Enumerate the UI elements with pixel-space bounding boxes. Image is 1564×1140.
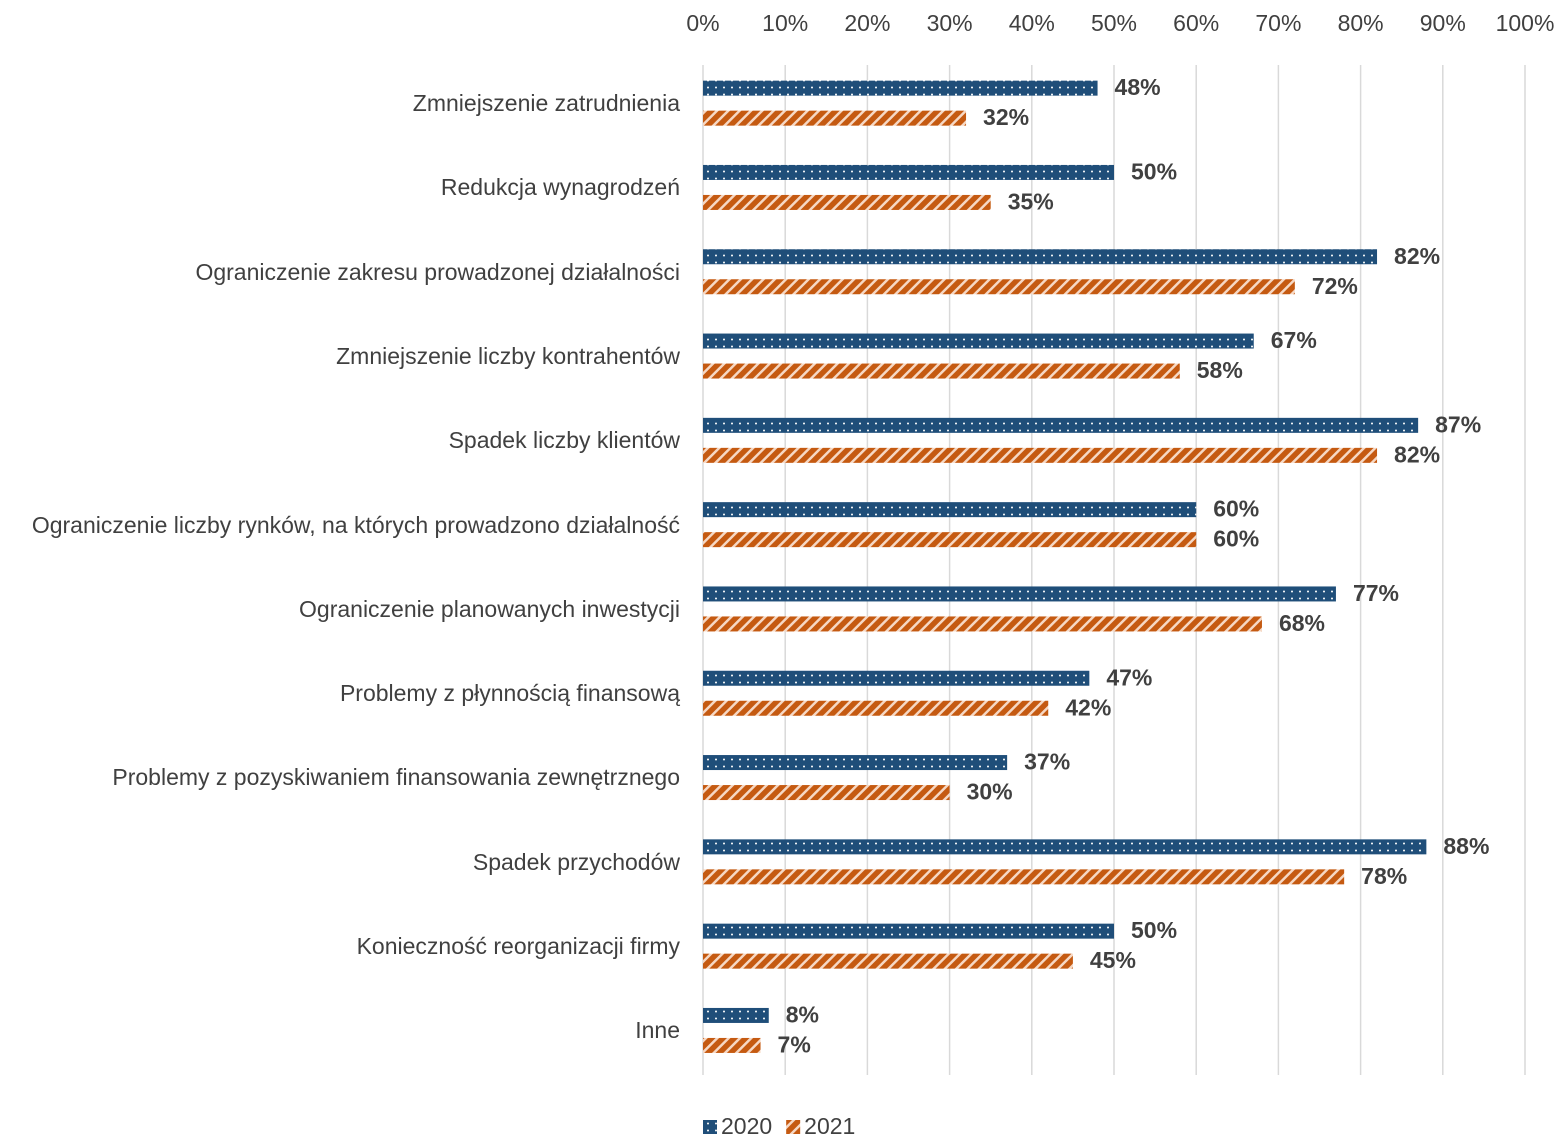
category-label: Problemy z pozyskiwaniem finansowania ze… bbox=[112, 764, 680, 791]
x-tick-label: 60% bbox=[1173, 10, 1219, 36]
category-label: Problemy z płynnością finansową bbox=[339, 680, 680, 707]
bar bbox=[703, 670, 1090, 686]
data-label: 60% bbox=[1213, 496, 1259, 522]
legend-label: 2020 bbox=[721, 1113, 772, 1139]
data-label: 30% bbox=[967, 779, 1013, 805]
bar bbox=[703, 194, 991, 210]
data-label: 58% bbox=[1197, 357, 1243, 383]
bar bbox=[703, 953, 1073, 969]
bar bbox=[703, 447, 1378, 463]
legend-label: 2021 bbox=[804, 1113, 855, 1139]
category-label: Zmniejszenie liczby kontrahentów bbox=[336, 342, 680, 369]
x-tick-label: 0% bbox=[686, 10, 719, 36]
bar bbox=[703, 532, 1197, 548]
bar bbox=[703, 869, 1345, 885]
data-label: 7% bbox=[778, 1032, 811, 1058]
bar bbox=[703, 839, 1427, 855]
category-label: Ograniczenie zakresu prowadzonej działal… bbox=[195, 258, 680, 285]
category-label: Zmniejszenie zatrudnienia bbox=[412, 90, 680, 116]
bar bbox=[703, 586, 1336, 602]
category-label: Ograniczenie liczby rynków, na których p… bbox=[31, 511, 680, 538]
data-label: 50% bbox=[1131, 159, 1177, 185]
data-label: 78% bbox=[1361, 863, 1407, 889]
legend-marker bbox=[703, 1120, 717, 1134]
bar bbox=[703, 279, 1295, 295]
data-label: 8% bbox=[786, 1002, 819, 1028]
bar bbox=[703, 785, 950, 801]
category-label: Ograniczenie planowanych inwestycji bbox=[299, 595, 680, 622]
bar bbox=[703, 110, 967, 126]
data-label: 82% bbox=[1394, 243, 1440, 269]
data-label: 60% bbox=[1213, 526, 1259, 552]
data-label: 68% bbox=[1279, 610, 1325, 636]
data-label: 77% bbox=[1353, 580, 1399, 606]
bar bbox=[703, 700, 1049, 716]
bar bbox=[703, 1037, 761, 1053]
bar bbox=[703, 363, 1180, 379]
category-label: Redukcja wynagrodzeń bbox=[440, 174, 680, 201]
bar bbox=[703, 417, 1419, 433]
data-label: 67% bbox=[1271, 327, 1317, 353]
x-tick-label: 40% bbox=[1009, 10, 1055, 36]
x-tick-label: 50% bbox=[1091, 10, 1137, 36]
bar bbox=[703, 249, 1378, 265]
data-label: 87% bbox=[1435, 411, 1481, 437]
bar bbox=[703, 80, 1098, 96]
bar bbox=[703, 1007, 769, 1023]
data-label: 35% bbox=[1008, 189, 1054, 215]
data-label: 32% bbox=[983, 104, 1029, 130]
x-tick-label: 30% bbox=[927, 10, 973, 36]
bar bbox=[703, 164, 1114, 180]
legend-marker bbox=[786, 1120, 801, 1134]
data-label: 72% bbox=[1312, 273, 1358, 299]
x-tick-label: 100% bbox=[1496, 10, 1555, 36]
data-label: 37% bbox=[1024, 749, 1070, 775]
bar bbox=[703, 333, 1254, 349]
category-label: Konieczność reorganizacji firmy bbox=[356, 933, 680, 959]
bar bbox=[703, 755, 1008, 771]
x-tick-label: 70% bbox=[1255, 10, 1301, 36]
data-label: 48% bbox=[1115, 74, 1161, 100]
bar bbox=[703, 616, 1262, 632]
x-tick-label: 20% bbox=[844, 10, 890, 36]
x-tick-label: 90% bbox=[1420, 10, 1466, 36]
data-label: 42% bbox=[1065, 694, 1111, 720]
x-tick-label: 80% bbox=[1338, 10, 1384, 36]
x-tick-label: 10% bbox=[762, 10, 808, 36]
category-label: Inne bbox=[635, 1017, 680, 1044]
category-label: Spadek liczby klientów bbox=[448, 427, 680, 454]
data-label: 47% bbox=[1106, 664, 1152, 690]
data-label: 50% bbox=[1131, 917, 1177, 943]
bar bbox=[703, 502, 1197, 518]
category-label: Spadek przychodów bbox=[472, 848, 680, 875]
bar bbox=[703, 923, 1114, 939]
data-label: 45% bbox=[1090, 947, 1136, 973]
data-label: 82% bbox=[1394, 441, 1440, 467]
data-label: 88% bbox=[1443, 833, 1489, 859]
